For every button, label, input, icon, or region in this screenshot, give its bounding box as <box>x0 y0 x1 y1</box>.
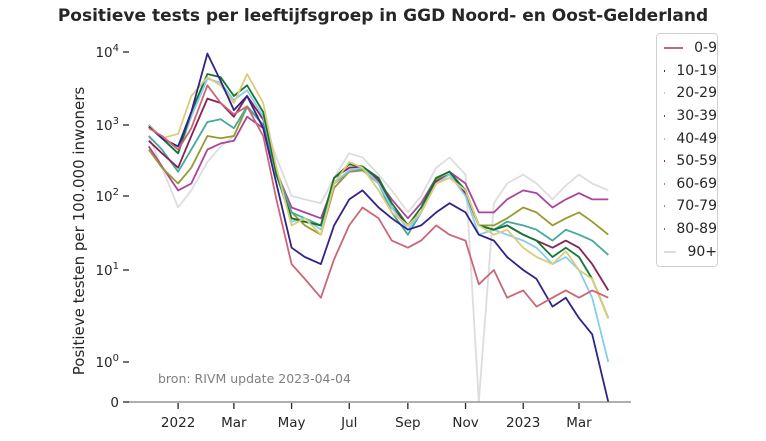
legend-swatch <box>664 182 666 185</box>
legend-label: 80-89 <box>676 221 717 238</box>
x-tick-label: 2023 <box>506 415 540 431</box>
y-axis: 0 100 101 102 103 104 <box>95 43 129 411</box>
x-tick-label: Sep <box>395 415 420 431</box>
legend-swatch <box>664 69 666 72</box>
series-line-80-89 <box>148 115 609 220</box>
legend-swatch <box>664 205 666 208</box>
y-tick-label: 100 <box>95 353 119 371</box>
legend-swatch <box>664 47 684 50</box>
x-tick-label: Jul <box>340 415 357 431</box>
legend-label: 30-39 <box>676 108 717 125</box>
y-tick-label: 101 <box>95 261 119 279</box>
legend-item: 70-79 <box>657 195 717 218</box>
y-tick-label: 102 <box>95 187 119 205</box>
series-line-90plus <box>147 107 609 403</box>
x-tick-label: May <box>278 415 306 431</box>
y-axis-label: Positieve testen per 100.000 inwoners <box>70 87 88 376</box>
legend-item: 60-69 <box>657 173 717 196</box>
series-line-10-19 <box>148 52 610 403</box>
y-tick-label: 103 <box>95 116 119 134</box>
x-tick-label: Nov <box>452 415 478 431</box>
legend-label: 0-9 <box>694 40 717 57</box>
series-layer <box>147 52 610 403</box>
legend-item: 40-49 <box>657 127 717 150</box>
y-tick-label: 0 <box>110 395 119 411</box>
y-tick-label: 104 <box>95 43 119 61</box>
legend-label: 20-29 <box>676 85 717 102</box>
chart-title: Positieve tests per leeftijfsgroep in GG… <box>57 6 709 26</box>
legend-swatch <box>664 250 677 253</box>
legend-item: 80-89 <box>657 218 717 241</box>
series-line-40-49 <box>148 77 610 363</box>
legend-swatch <box>664 92 666 95</box>
legend-item: 10-19 <box>657 60 717 83</box>
x-tick-label: Mar <box>221 415 247 431</box>
legend-swatch <box>664 228 666 231</box>
x-axis: 2022 Mar May Jul Sep Nov 2023 Mar <box>161 403 592 431</box>
legend-label: 60-69 <box>676 175 717 192</box>
series-line-30-39 <box>148 73 610 319</box>
legend-swatch <box>664 115 666 118</box>
x-tick-label: Mar <box>566 415 592 431</box>
source-annotation: bron: RIVM update 2023-04-04 <box>158 371 351 386</box>
legend: 0-9 10-19 20-29 30-39 40-49 50-59 60-69 70-79 80… <box>656 33 718 267</box>
legend-label: 10-19 <box>676 62 717 79</box>
legend-item: 0-9 <box>657 37 717 60</box>
series-line-0-9 <box>148 84 609 308</box>
legend-swatch <box>664 160 666 163</box>
legend-swatch <box>664 137 666 140</box>
legend-item: 90+ <box>657 240 717 263</box>
legend-item: 50-59 <box>657 150 717 173</box>
legend-item: 20-29 <box>657 82 717 105</box>
series-line-70-79 <box>148 105 609 236</box>
legend-item: 30-39 <box>657 105 717 128</box>
series-line-50-59 <box>148 95 610 291</box>
legend-label: 40-49 <box>676 130 717 147</box>
x-tick-label: 2022 <box>161 415 195 431</box>
legend-label: 90+ <box>687 243 717 260</box>
legend-label: 70-79 <box>676 198 717 215</box>
legend-label: 50-59 <box>676 153 717 170</box>
